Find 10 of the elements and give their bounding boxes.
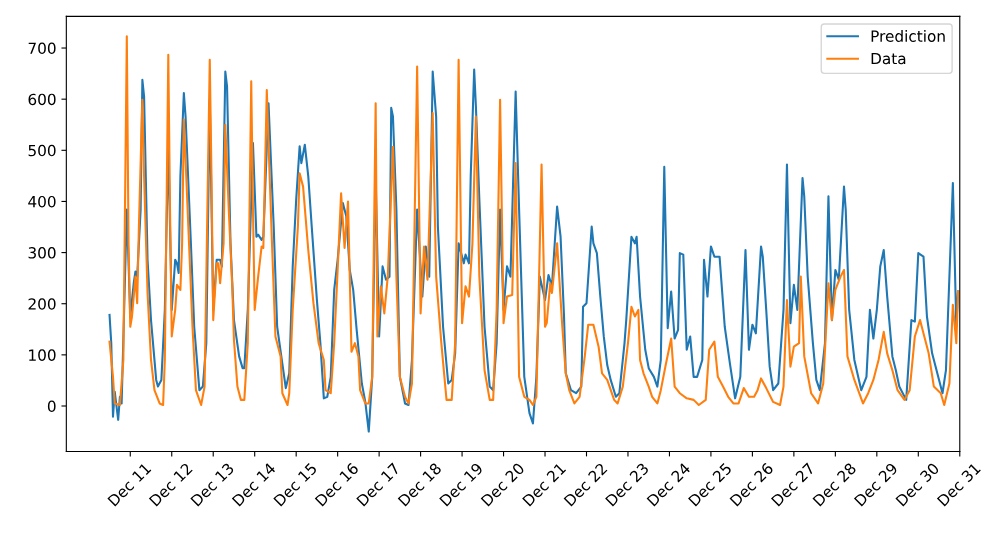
y-tick-label: 700 (28, 42, 56, 55)
y-tick-label: 400 (28, 195, 56, 208)
y-tick-label: 200 (28, 298, 56, 310)
y-tick-label: 500 (28, 144, 56, 157)
y-tick-label: 600 (28, 93, 56, 106)
legend-label: Prediction (871, 30, 945, 42)
y-tick-label: 100 (29, 349, 56, 361)
y-tick-label: 300 (28, 247, 56, 259)
legend-label: Data (871, 52, 906, 65)
y-tick-label: 0 (47, 400, 56, 413)
